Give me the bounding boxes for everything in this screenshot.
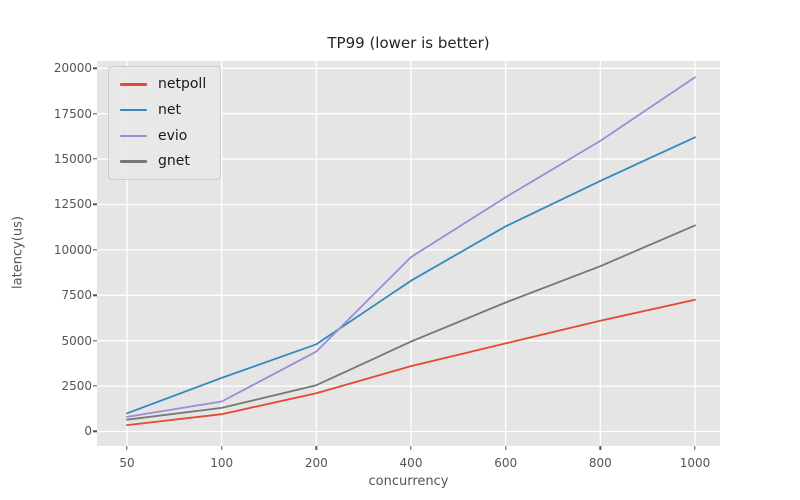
legend-item-evio: evio bbox=[120, 128, 206, 145]
chart-canvas bbox=[97, 61, 720, 446]
x-tick-label: 1000 bbox=[679, 456, 711, 470]
y-tick-mark bbox=[93, 385, 97, 387]
series-line-evio bbox=[126, 76, 696, 418]
y-tick-mark bbox=[93, 203, 97, 206]
legend: netpoll net evio gnet bbox=[108, 66, 222, 181]
legend-line-swatch bbox=[120, 108, 147, 112]
legend-label: evio bbox=[158, 127, 188, 144]
y-tick-label: 17500 bbox=[53, 106, 92, 121]
y-tick-mark bbox=[93, 339, 97, 342]
y-tick-mark bbox=[93, 112, 97, 115]
legend-item-netpoll: netpoll bbox=[120, 76, 206, 93]
y-tick-label: 0 bbox=[84, 424, 92, 439]
chart-title: TP99 (lower is better) bbox=[327, 34, 490, 52]
x-tick-label: 50 bbox=[119, 456, 135, 470]
x-tick-label: 100 bbox=[210, 456, 234, 470]
x-tick-label: 600 bbox=[494, 456, 518, 470]
legend-item-gnet: gnet bbox=[120, 153, 206, 170]
legend-line-swatch bbox=[120, 83, 147, 86]
legend-label: net bbox=[158, 101, 181, 118]
legend-line-swatch bbox=[120, 134, 147, 138]
y-axis-label: latency(us) bbox=[10, 216, 26, 289]
y-tick-mark bbox=[93, 294, 97, 296]
y-tick-label: 15000 bbox=[53, 152, 92, 167]
plot-area: netpoll net evio gnet bbox=[97, 61, 720, 446]
x-tick-label: 800 bbox=[588, 456, 612, 470]
y-tick-mark bbox=[93, 430, 97, 433]
x-axis-label: concurrency bbox=[368, 474, 449, 489]
y-tick-mark bbox=[93, 67, 97, 69]
y-tick-label: 20000 bbox=[53, 61, 92, 76]
x-tick-label: 200 bbox=[304, 456, 328, 470]
y-tick-label: 5000 bbox=[61, 333, 92, 348]
series-line-gnet bbox=[126, 224, 696, 421]
legend-label: netpoll bbox=[158, 76, 207, 92]
legend-line-swatch bbox=[120, 160, 147, 164]
y-tick-label: 10000 bbox=[53, 242, 92, 257]
legend-label: gnet bbox=[158, 153, 190, 170]
x-tick-mark bbox=[410, 446, 412, 450]
y-tick-label: 12500 bbox=[53, 197, 92, 212]
x-tick-label: 400 bbox=[399, 456, 423, 470]
series-line-net bbox=[126, 136, 696, 415]
x-tick-mark bbox=[504, 446, 507, 450]
y-tick-label: 2500 bbox=[61, 379, 92, 394]
series-line-netpoll bbox=[126, 298, 696, 427]
x-tick-mark bbox=[315, 446, 318, 450]
y-tick-label: 7500 bbox=[61, 288, 92, 303]
x-tick-mark bbox=[220, 446, 223, 450]
x-tick-mark bbox=[126, 446, 128, 450]
x-tick-mark bbox=[694, 446, 696, 450]
x-tick-mark bbox=[599, 446, 602, 450]
y-tick-mark bbox=[93, 249, 97, 251]
legend-item-net: net bbox=[120, 102, 206, 119]
y-tick-mark bbox=[93, 158, 97, 160]
